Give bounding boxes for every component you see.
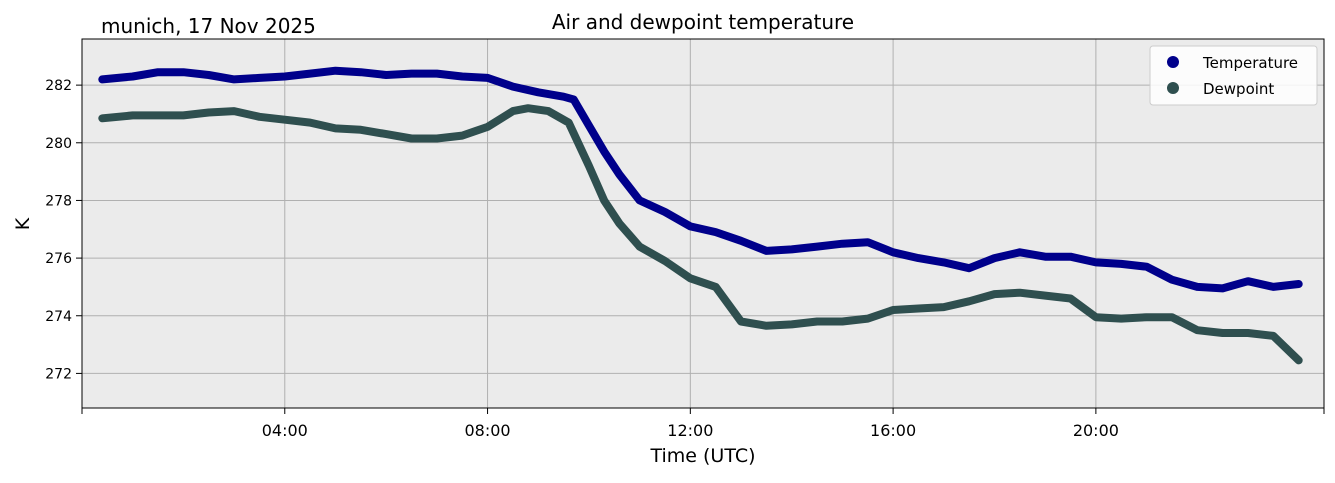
legend-box	[1149, 45, 1318, 106]
y-tick-label: 280	[45, 136, 72, 152]
y-tick-label: 272	[45, 366, 72, 382]
series-lines	[98, 66, 1303, 365]
y-axis-label: K	[12, 217, 34, 230]
x-tick-label: 20:00	[1073, 421, 1119, 440]
y-tick-label: 278	[45, 193, 72, 209]
x-axis-label: Time (UTC)	[649, 445, 755, 467]
x-tick-label: 04:00	[262, 421, 308, 440]
legend: Temperature Dewpoint	[1149, 45, 1318, 106]
plot-frame	[81, 38, 1325, 409]
legend-label-temperature: Temperature	[1202, 54, 1298, 72]
legend-label-dewpoint: Dewpoint	[1203, 80, 1274, 98]
x-tick-label: 16:00	[870, 421, 916, 440]
x-tick-label: 12:00	[667, 421, 713, 440]
y-tick-label: 276	[45, 251, 72, 267]
legend-marker-temperature	[1167, 56, 1179, 68]
y-tick-label: 274	[45, 309, 72, 325]
y-axis: 272 274 276 278 280 282	[45, 78, 82, 382]
chart-title: Air and dewpoint temperature	[552, 10, 854, 34]
series-line-dewpoint	[98, 104, 1303, 365]
x-tick-label: 08:00	[464, 421, 510, 440]
plot-area	[82, 39, 1324, 408]
legend-marker-dewpoint	[1167, 82, 1179, 94]
series-line-temperature	[98, 66, 1303, 293]
x-axis: 04:00 08:00 12:00 16:00 20:00	[81, 408, 1325, 440]
y-tick-label: 282	[45, 78, 72, 94]
chart-subtitle: munich, 17 Nov 2025	[101, 14, 316, 38]
